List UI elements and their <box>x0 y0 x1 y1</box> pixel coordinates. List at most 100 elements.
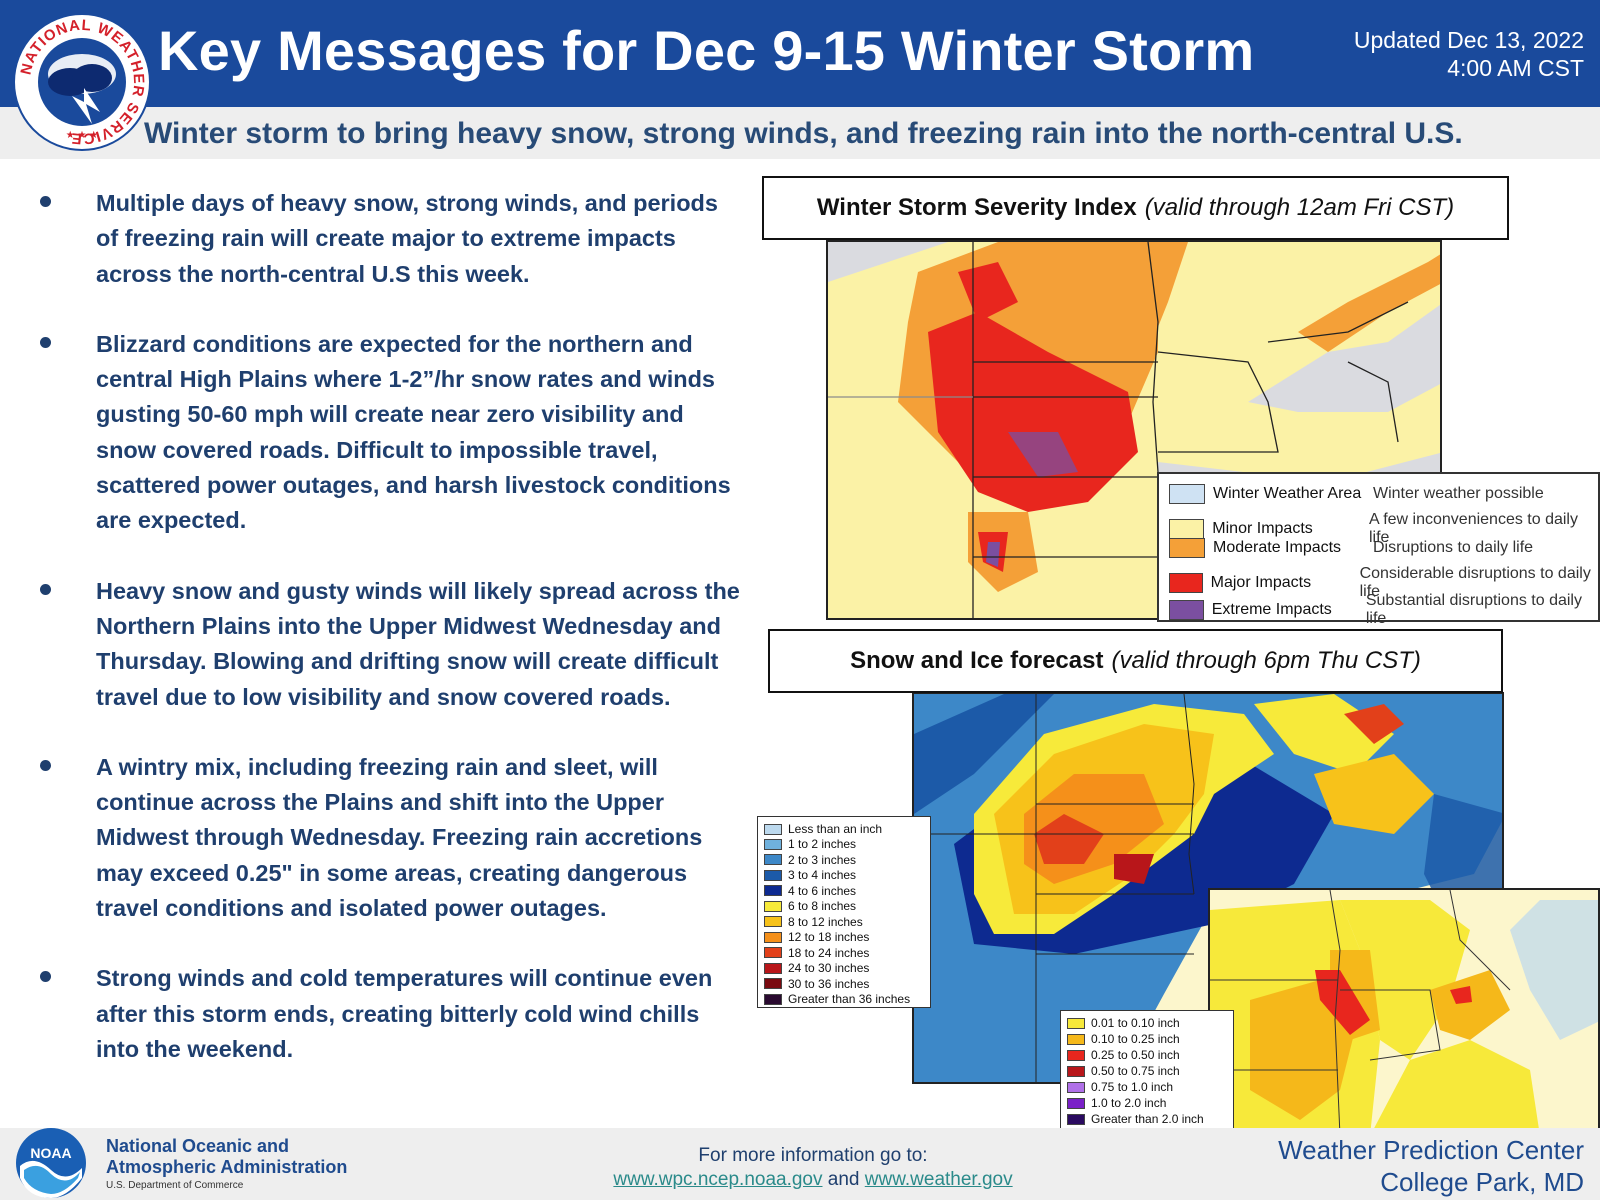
legend-swatch <box>1169 538 1205 558</box>
snow-legend-label: 4 to 6 inches <box>788 883 857 898</box>
snow-legend-label: 24 to 30 inches <box>788 961 870 975</box>
ice-legend-label: 0.75 to 1.0 inch <box>1091 1080 1174 1094</box>
snow-legend-label: Greater than 36 inches <box>788 992 911 1006</box>
snow-legend-row: 2 to 3 inches <box>764 853 856 867</box>
wssi-legend-name: Extreme Impacts <box>1211 601 1332 618</box>
updated-timestamp: Updated Dec 13, 2022 4:00 AM CST <box>1354 26 1584 82</box>
header-banner <box>0 0 1600 107</box>
wssi-legend-row: Minor Impacts A few inconveniences to da… <box>1169 511 1598 547</box>
ice-legend-label: 1.0 to 2.0 inch <box>1091 1096 1167 1110</box>
noaa-logo: NOAA <box>16 1128 86 1198</box>
wssi-legend-desc: Disruptions to daily life <box>1373 539 1534 556</box>
key-message-text: Blizzard conditions are expected for the… <box>96 330 731 534</box>
key-messages-list: Multiple days of heavy snow, strong wind… <box>0 186 745 1102</box>
svg-text:★ ★ ★: ★ ★ ★ <box>66 130 98 141</box>
ice-forecast-map <box>1208 888 1600 1134</box>
ice-legend-row: 0.50 to 0.75 inch <box>1067 1064 1180 1078</box>
ice-legend-row: 0.01 to 0.10 inch <box>1067 1016 1180 1030</box>
snow-legend-row: Less than an inch <box>764 822 882 836</box>
wssi-legend-name: Major Impacts <box>1210 574 1312 591</box>
wssi-legend-row: Extreme Impacts Substantial disruptions … <box>1169 592 1598 628</box>
snow-legend-label: 12 to 18 inches <box>788 930 870 944</box>
wssi-legend-name: Winter Weather Area <box>1213 485 1362 502</box>
more-info: For more information go to: www.wpc.ncep… <box>598 1144 1028 1192</box>
wpc-link[interactable]: www.wpc.ncep.noaa.gov <box>613 1169 823 1190</box>
noaa-department: U.S. Department of Commerce <box>106 1180 244 1191</box>
weather-gov-link[interactable]: www.weather.gov <box>864 1169 1013 1190</box>
wssi-legend-desc: A few inconveniences to daily life <box>1368 511 1578 546</box>
legend-swatch <box>764 978 782 989</box>
legend-swatch <box>764 838 782 850</box>
page-title: Key Messages for Dec 9-15 Winter Storm <box>158 19 1255 82</box>
snow-legend-row: 1 to 2 inches <box>764 837 856 851</box>
snow-legend-row: 4 to 6 inches <box>764 884 856 898</box>
noaa-name-line2: Atmospheric Administration <box>106 1157 348 1177</box>
snow-legend-label: 18 to 24 inches <box>788 945 870 960</box>
nws-logo: NATIONAL WEATHER SERVICE ★ ★ ★ <box>13 13 151 151</box>
noaa-logo-text: NOAA <box>30 1145 71 1161</box>
legend-swatch <box>764 947 782 958</box>
snow-legend-label: 6 to 8 inches <box>788 899 857 913</box>
snow-legend-label: 3 to 4 inches <box>788 868 857 882</box>
wssi-title-bold: Winter Storm Severity Index <box>816 194 1137 221</box>
key-message-text: Heavy snow and gusty winds will likely s… <box>96 577 740 710</box>
wssi-title-italic: (valid through 12am Fri CST) <box>1144 194 1455 221</box>
wssi-legend-desc: Winter weather possible <box>1373 485 1544 502</box>
ice-legend-label: 0.10 to 0.25 inch <box>1091 1032 1180 1046</box>
snow-legend-row: 30 to 36 inches <box>764 977 869 991</box>
wpc-name: Weather Prediction Center <box>1278 1135 1584 1165</box>
key-message: Multiple days of heavy snow, strong wind… <box>0 186 745 292</box>
updated-date: Updated Dec 13, 2022 <box>1353 27 1584 53</box>
wssi-legend: Winter Weather Area Winter weather possi… <box>1157 472 1600 627</box>
snow-legend-label: 8 to 12 inches <box>788 914 863 929</box>
wpc-credit: Weather Prediction Center College Park, … <box>1278 1134 1584 1198</box>
updated-time: 4:00 AM CST <box>1447 55 1584 81</box>
wssi-legend-desc: Substantial disruptions to daily life <box>1365 592 1582 627</box>
snow-legend-row: Greater than 36 inches <box>764 992 910 1006</box>
legend-swatch <box>764 900 782 912</box>
bullet-dot-icon <box>40 583 51 595</box>
legend-swatch <box>764 869 782 881</box>
wpc-location: College Park, MD <box>1380 1167 1584 1197</box>
snow-legend-label: 2 to 3 inches <box>788 852 857 867</box>
legend-swatch <box>1169 484 1205 504</box>
key-message: Blizzard conditions are expected for the… <box>0 327 745 539</box>
ice-legend-row: 1.0 to 2.0 inch <box>1067 1096 1166 1110</box>
legend-swatch <box>1067 1097 1085 1109</box>
ice-legend-label: 0.50 to 0.75 inch <box>1091 1064 1180 1078</box>
snow-ice-title-italic: (valid through 6pm Thu CST) <box>1111 647 1421 674</box>
legend-swatch <box>1067 1033 1085 1045</box>
snow-legend-row: 12 to 18 inches <box>764 930 869 944</box>
snow-legend-row: 8 to 12 inches <box>764 915 863 929</box>
legend-swatch <box>1067 1065 1085 1077</box>
legend-swatch <box>764 854 782 865</box>
snow-legend-row: 18 to 24 inches <box>764 946 869 960</box>
subtitle-bar <box>0 107 1600 159</box>
wssi-legend-row: Moderate Impacts Disruptions to daily li… <box>1169 538 1533 558</box>
wssi-panel-title: Winter Storm Severity Index (valid throug… <box>762 176 1509 240</box>
wssi-legend-row: Major Impacts Considerable disruptions t… <box>1169 565 1598 601</box>
ice-legend-row: 0.25 to 0.50 inch <box>1067 1048 1180 1062</box>
ice-legend-row: Greater than 2.0 inch <box>1067 1112 1204 1126</box>
wssi-legend-desc: Considerable disruptions to daily life <box>1359 565 1591 600</box>
snow-ice-title-bold: Snow and Ice forecast <box>850 647 1104 674</box>
snow-legend-label: 1 to 2 inches <box>788 837 857 851</box>
noaa-name-line1: National Oceanic and <box>106 1136 290 1156</box>
legend-swatch <box>764 993 782 1005</box>
legend-swatch <box>1067 1081 1085 1093</box>
key-message-text: Strong winds and cold temperatures will … <box>96 965 713 1062</box>
legend-swatch <box>764 823 782 835</box>
legend-swatch <box>1067 1113 1085 1125</box>
legend-swatch <box>764 885 782 896</box>
legend-swatch <box>764 962 782 974</box>
key-message: Strong winds and cold temperatures will … <box>0 961 745 1067</box>
link-conjunction: and <box>827 1169 860 1190</box>
ice-legend-label: 0.01 to 0.10 inch <box>1091 1016 1180 1030</box>
legend-swatch <box>1169 600 1204 620</box>
wssi-legend-name: Moderate Impacts <box>1213 539 1342 556</box>
ice-legend-label: Greater than 2.0 inch <box>1091 1112 1204 1126</box>
key-message: A wintry mix, including freezing rain an… <box>0 750 745 926</box>
snow-legend-label: 30 to 36 inches <box>788 976 870 991</box>
legend-swatch <box>1067 1049 1085 1061</box>
page-subtitle: Winter storm to bring heavy snow, strong… <box>144 117 1463 150</box>
